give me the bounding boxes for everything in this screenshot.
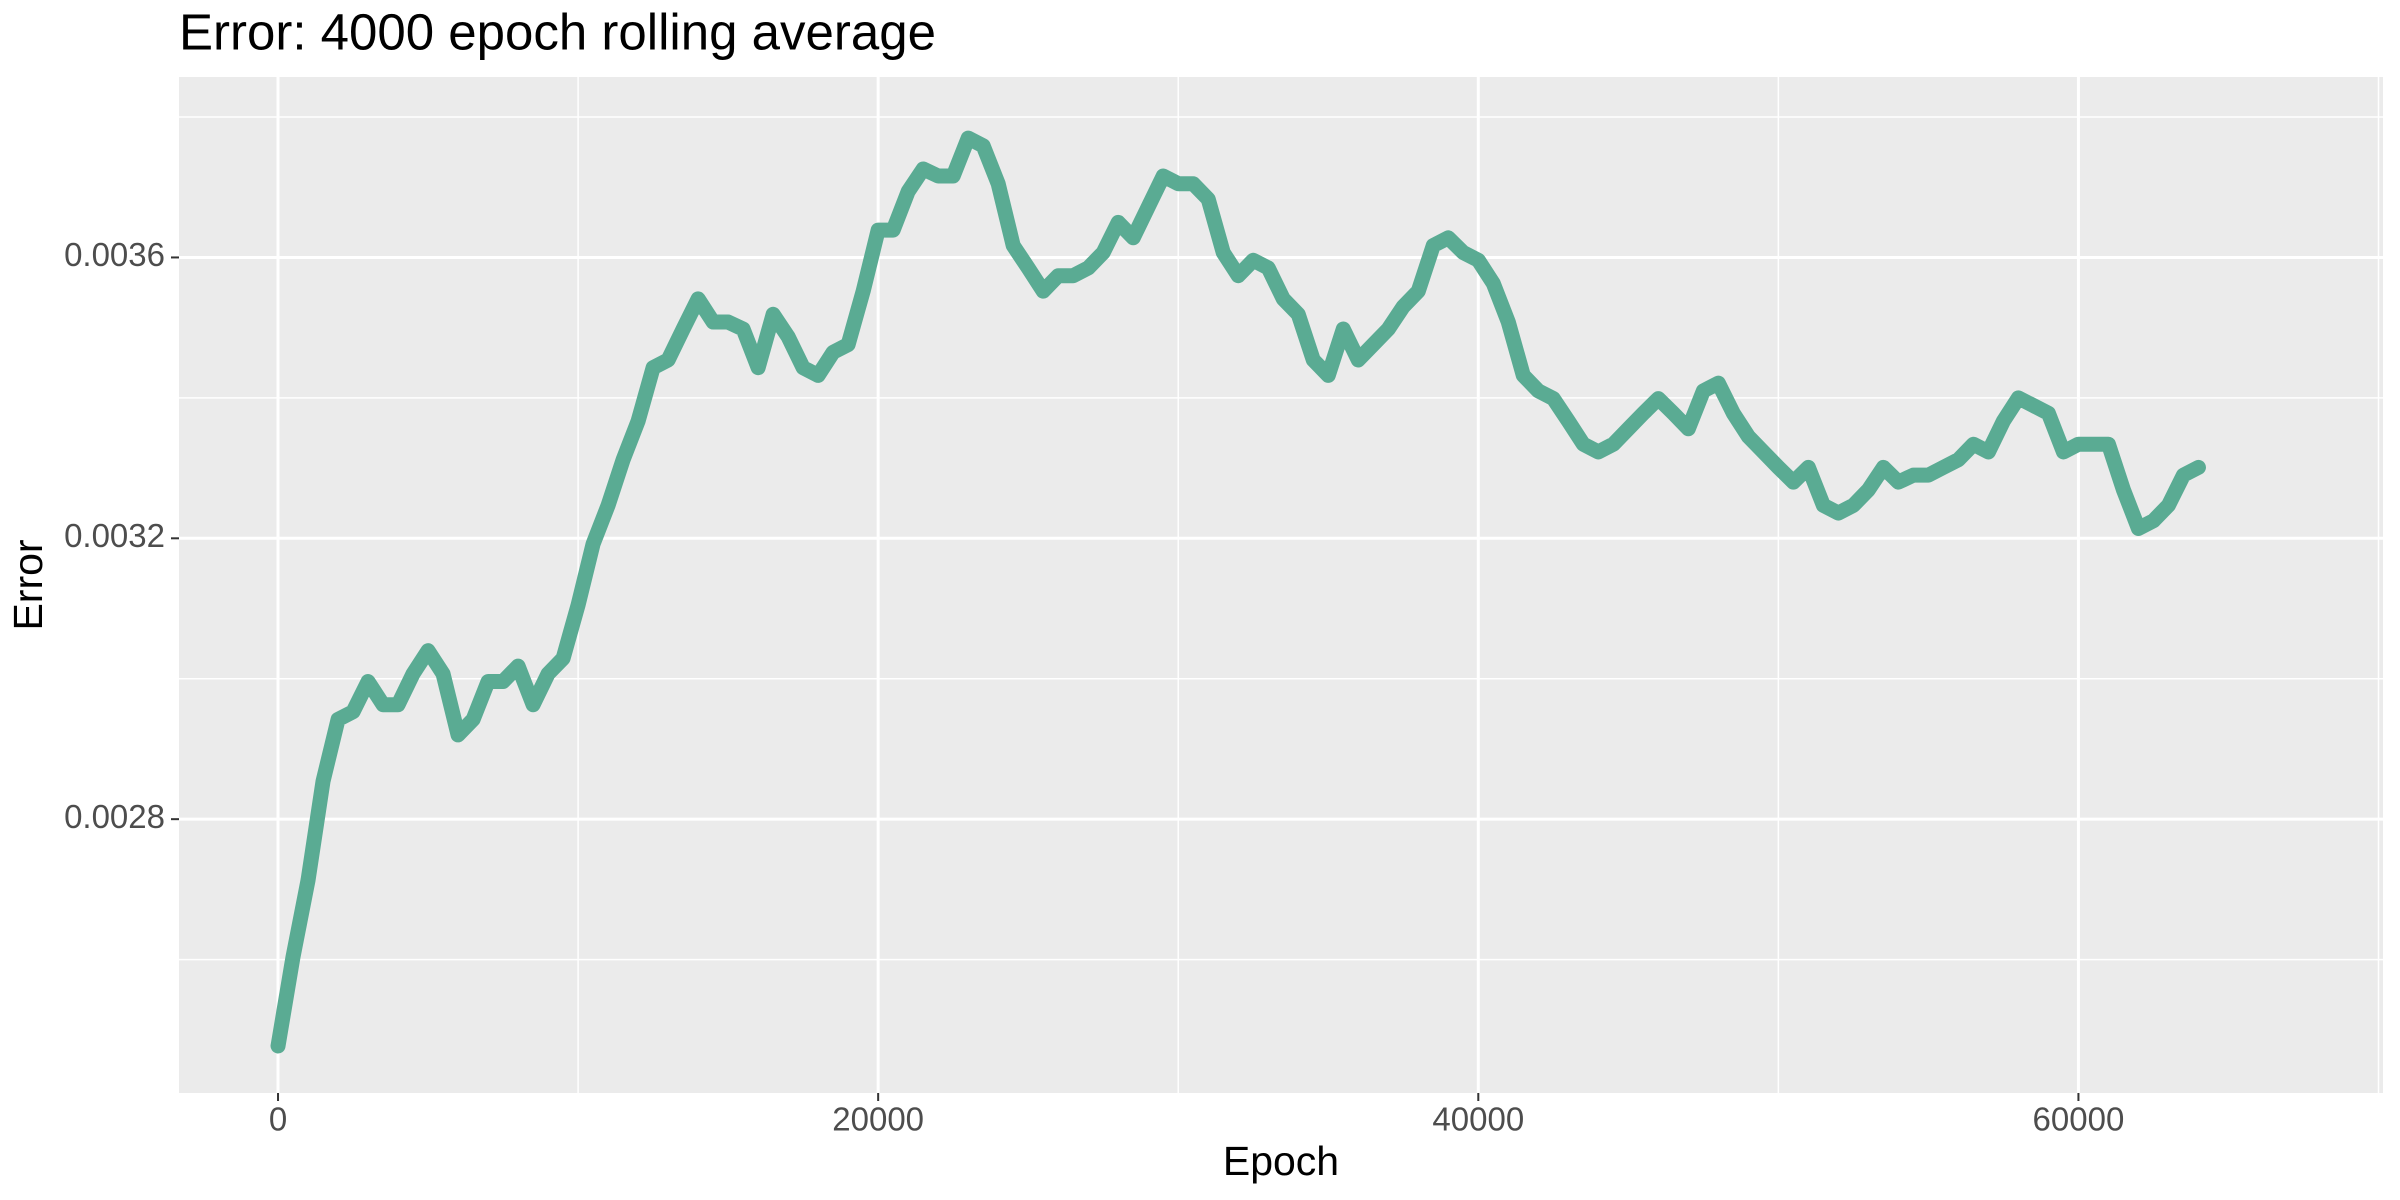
chart-title: Error: 4000 epoch rolling average bbox=[179, 3, 936, 60]
x-tick-label: 0 bbox=[269, 1101, 287, 1138]
y-tick-label: 0.0032 bbox=[64, 517, 165, 554]
y-axis-label: Error bbox=[5, 539, 51, 630]
x-tick-label: 20000 bbox=[832, 1101, 924, 1138]
x-tick-label: 40000 bbox=[1432, 1101, 1524, 1138]
x-axis-label: Epoch bbox=[1223, 1138, 1339, 1184]
plot-panel bbox=[179, 77, 2383, 1093]
data-line bbox=[270, 130, 2206, 1054]
x-tick-label: 60000 bbox=[2033, 1101, 2125, 1138]
y-tick-label: 0.0036 bbox=[64, 236, 165, 273]
y-tick-label: 0.0028 bbox=[64, 798, 165, 835]
